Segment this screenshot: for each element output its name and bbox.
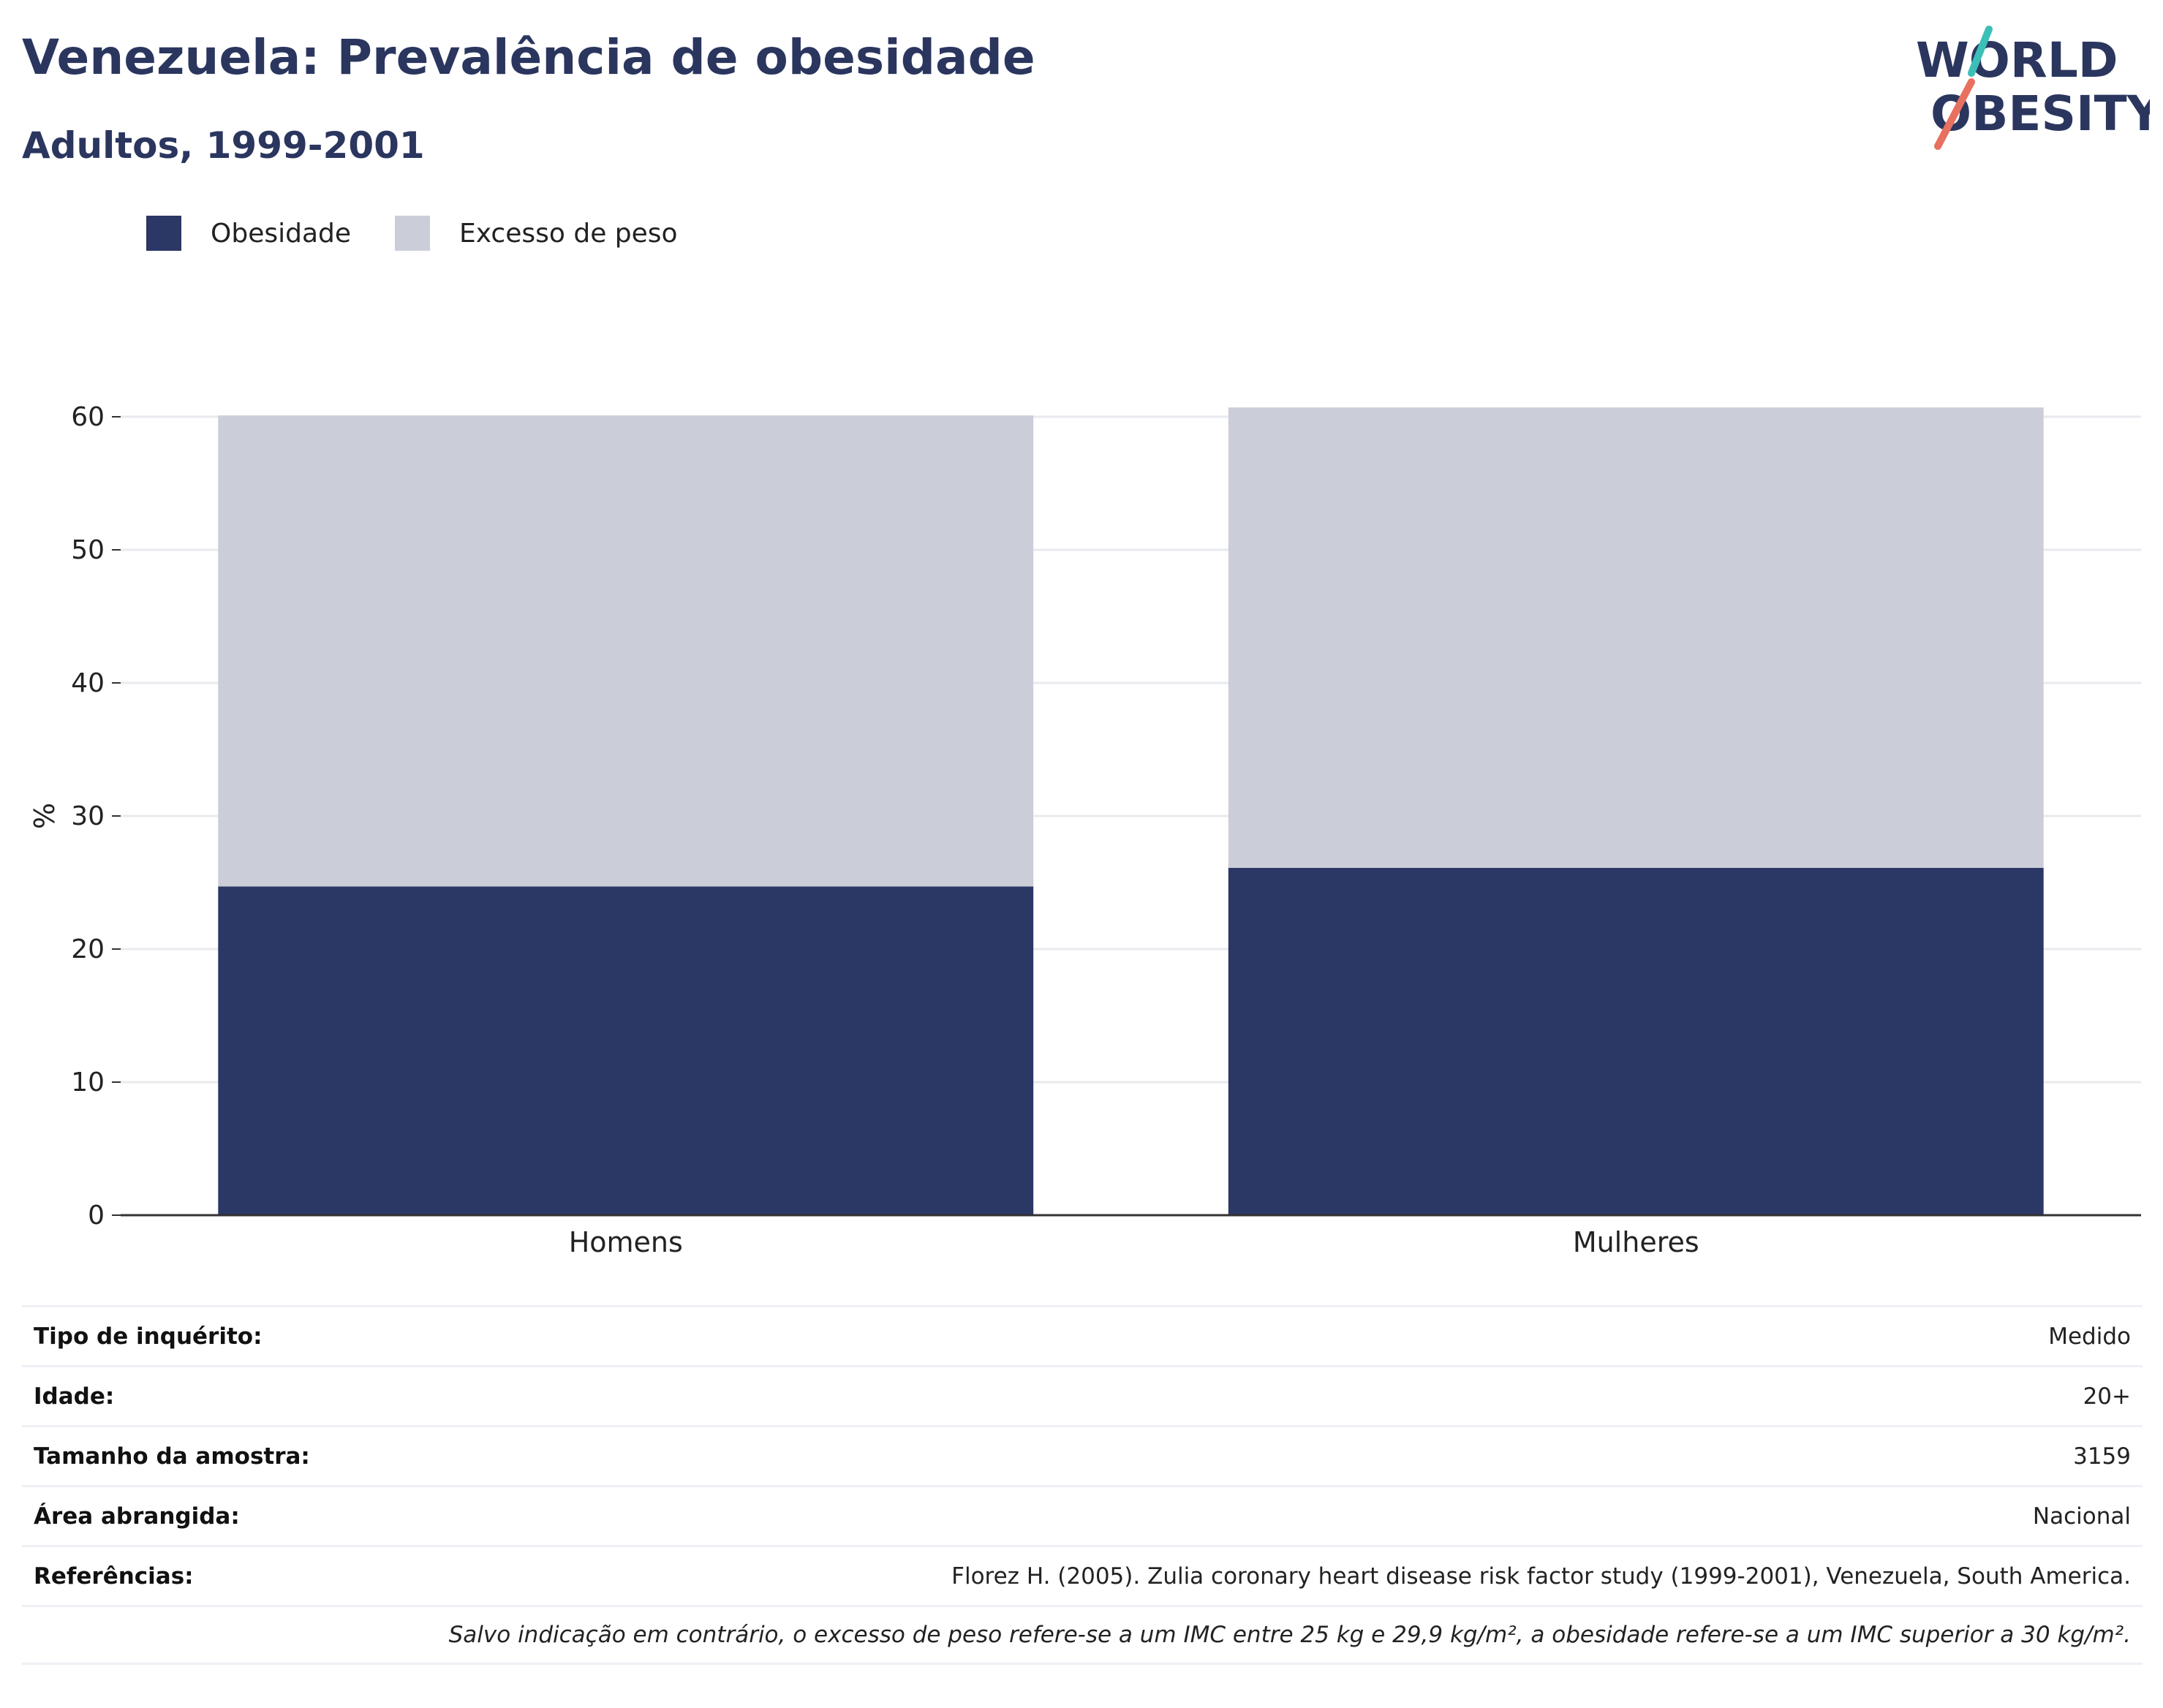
legend-label-excesso-de-peso: Excesso de peso	[459, 218, 678, 249]
info-row-referencias: Referências: Florez H. (2005). Zulia cor…	[22, 1545, 2143, 1605]
info-label: Tamanho da amostra:	[34, 1443, 310, 1470]
legend-item-excesso-de-peso[interactable]: Excesso de peso	[395, 216, 678, 251]
legend-item-obesidade[interactable]: Obesidade	[146, 216, 351, 251]
y-tick-label: 30	[71, 801, 105, 831]
stacked-bar-chart: 0 10 20 30 40 50 60% Homens Mulheres	[29, 402, 2141, 1258]
legend-swatch-obesidade	[146, 216, 181, 251]
info-row-tipo: Tipo de inquérito: Medido	[22, 1305, 2143, 1365]
survey-info-table: Tipo de inquérito: Medido Idade: 20+ Tam…	[22, 1305, 2143, 1665]
info-label: Referências:	[34, 1562, 194, 1590]
world-obesity-logo: WORLD OBESITY	[1916, 26, 2150, 150]
y-axis-label: %	[29, 803, 61, 829]
info-label: Área abrangida:	[34, 1503, 240, 1530]
legend-swatch-excesso-de-peso	[395, 216, 431, 251]
chart-legend: Obesidade Excesso de peso	[146, 216, 722, 251]
definition-note: Salvo indicação em contrário, o excesso …	[448, 1622, 2131, 1648]
y-tick-label: 50	[71, 535, 105, 565]
chart-title: Venezuela: Prevalência de obesidade	[22, 29, 1035, 86]
info-label: Idade:	[34, 1383, 115, 1410]
legend-label-obesidade: Obesidade	[211, 218, 352, 249]
x-tick-label: Mulheres	[1573, 1226, 1699, 1258]
bar-obesidade-homens	[218, 886, 1034, 1215]
y-tick-label: 0	[88, 1201, 105, 1231]
y-tick-label: 10	[71, 1068, 105, 1097]
info-row-amostra: Tamanho da amostra: 3159	[22, 1425, 2143, 1485]
bar-excesso-de-peso-mulheres	[1228, 407, 2044, 868]
y-tick-label: 20	[71, 934, 105, 964]
info-label: Tipo de inquérito:	[34, 1323, 263, 1350]
info-value: Nacional	[2032, 1503, 2131, 1530]
bar-obesidade-mulheres	[1228, 867, 2044, 1215]
info-row-area: Área abrangida: Nacional	[22, 1485, 2143, 1545]
info-value: Florez H. (2005). Zulia coronary heart d…	[951, 1562, 2131, 1590]
svg-text:WORLD: WORLD	[1916, 32, 2118, 88]
info-value: 3159	[2073, 1443, 2131, 1470]
x-tick-label: Homens	[569, 1226, 683, 1258]
info-row-idade: Idade: 20+	[22, 1365, 2143, 1425]
chart-subtitle: Adultos, 1999-2001	[22, 124, 425, 167]
bar-excesso-de-peso-homens	[218, 415, 1034, 887]
info-value: Medido	[2048, 1323, 2131, 1350]
y-tick-label: 40	[71, 668, 105, 698]
info-value: 20+	[2083, 1383, 2131, 1410]
y-tick-label: 60	[71, 402, 105, 432]
info-row-note: Salvo indicação em contrário, o excesso …	[22, 1605, 2143, 1665]
